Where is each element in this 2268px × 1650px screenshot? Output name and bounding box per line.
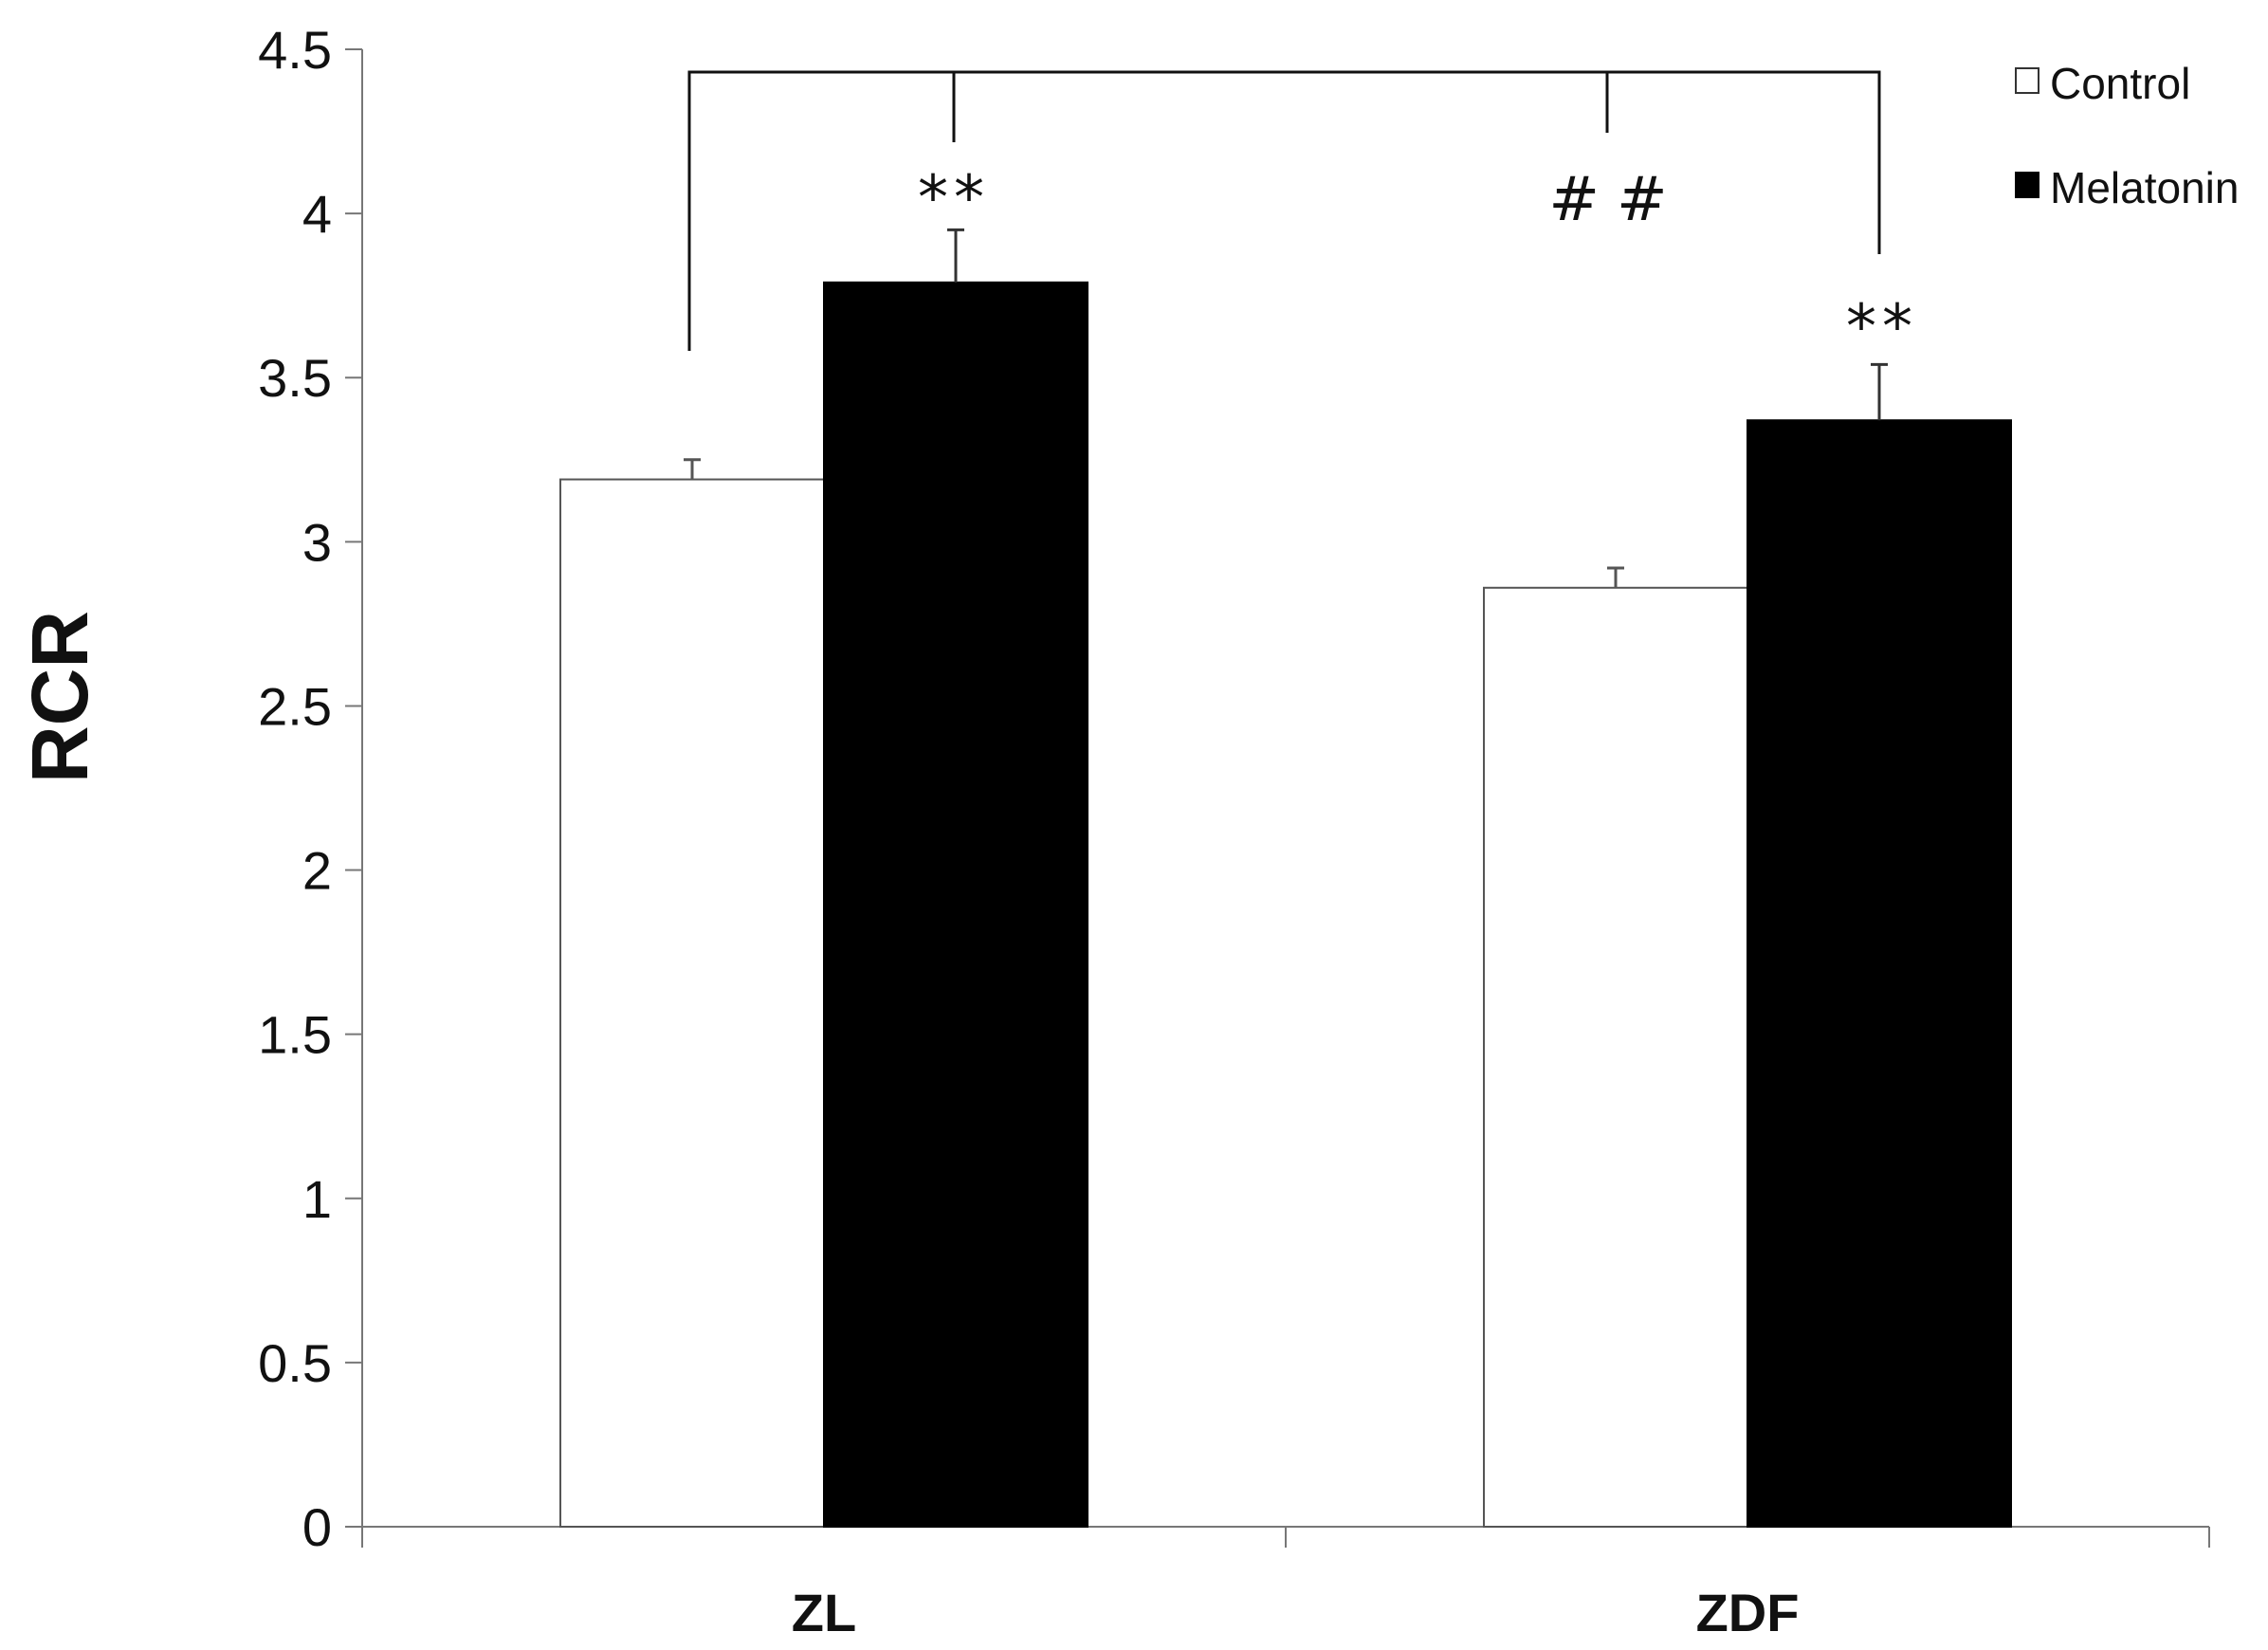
bar-control-zl [559,478,825,1528]
legend-swatch-melatonin [2015,172,2039,198]
bar-control-zdf [1483,586,1748,1528]
legend-swatch-control [2015,67,2039,94]
legend: Control Melatonin [2015,59,2239,212]
significance-marker: ** [918,163,990,233]
error-bars [684,228,1888,588]
significance-marker: ## [1548,165,1684,235]
y-tick-label: 3.5 [258,348,332,408]
legend-label-melatonin: Melatonin [2050,163,2239,212]
significance-marker: ** [1846,292,1918,362]
significance-bracket [687,70,1881,351]
y-tick-label: 4.5 [258,20,332,80]
bars [559,281,2012,1529]
y-tick-label: 2 [302,841,332,901]
x-category-label: ZL [792,1583,856,1642]
y-tick-label: 2.5 [258,676,332,736]
y-tick-label: 3 [302,512,332,572]
axes: 0 0.5 1 1.5 2 2.5 3 3.5 4 4.5 ZL ZDF [258,20,2210,1642]
y-tick-label: 1.5 [258,1005,332,1065]
bar-melatonin-zdf [1747,419,2012,1529]
x-category-label: ZDF [1696,1583,1800,1642]
legend-label-control: Control [2050,59,2190,108]
bar-melatonin-zl [823,281,1088,1529]
annotations: ** ** ## [687,70,1918,362]
y-tick-label: 0.5 [258,1333,332,1393]
y-tick-label: 0 [302,1497,332,1557]
y-tick-label: 1 [302,1169,332,1229]
y-tick-label: 4 [302,184,332,244]
y-axis-label: RCR [15,611,104,783]
